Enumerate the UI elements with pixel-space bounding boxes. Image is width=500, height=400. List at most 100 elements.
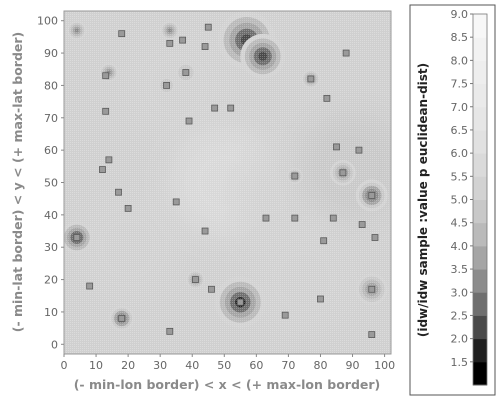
sample-marker <box>73 234 81 241</box>
colorbar-frame <box>409 4 496 396</box>
sample-marker <box>86 282 94 290</box>
colorbar-band <box>473 106 487 131</box>
colorbar-tick-label: 3.0 <box>451 286 469 299</box>
y-tick-label: 30 <box>44 241 58 254</box>
sample-marker <box>99 166 106 173</box>
colorbar-band <box>473 14 487 38</box>
x-tick-label: 0 <box>61 359 68 372</box>
colorbar-legend: 1.5 2.0 2.5 3.0 3.5 4.0 4.5 5.0 5.5 6.0 6.5 7.0 7.5 8… <box>409 4 496 396</box>
sample-marker <box>329 214 337 222</box>
x-tick-label: 10 <box>89 359 103 372</box>
sample-marker <box>291 214 299 222</box>
colorbar-ticks: 1.5 2.0 2.5 3.0 3.5 4.0 4.5 5.0 5.5 6.0 6.5 7.0 7.5 8… <box>451 8 473 369</box>
y-tick-label: 60 <box>44 144 58 157</box>
sample-marker <box>192 276 199 283</box>
sample-markers <box>73 23 379 338</box>
x-tick-label: 90 <box>346 359 360 372</box>
sample-marker <box>371 234 379 241</box>
sample-marker <box>204 23 212 31</box>
colorbar-tick-label: 9.0 <box>451 8 469 21</box>
colorbar-tick-label: 6.5 <box>451 124 469 137</box>
colorbar-band <box>473 269 487 293</box>
sample-marker <box>323 94 331 102</box>
sample-marker <box>185 117 193 125</box>
sample-marker <box>368 192 376 199</box>
sample-marker <box>342 49 350 57</box>
y-tick-label: 10 <box>44 306 58 319</box>
sample-marker <box>333 143 340 151</box>
x-tick-label: 80 <box>313 359 327 372</box>
sample-marker <box>102 72 110 80</box>
sample-marker <box>307 75 315 83</box>
colorbar-tick-label: 2.0 <box>451 333 469 346</box>
colorbar-band <box>473 83 487 108</box>
colorbar-tick-label: 5.0 <box>451 194 469 207</box>
colorbar-tick-label: 5.5 <box>451 170 469 183</box>
sample-marker <box>201 227 209 235</box>
colorbar-tick-label: 7.5 <box>451 78 469 91</box>
sample-marker <box>118 315 126 322</box>
colorbar-band <box>473 338 487 363</box>
sample-marker <box>262 214 270 222</box>
sample-marker <box>179 36 187 44</box>
sample-marker <box>124 204 132 212</box>
sample-marker <box>236 298 244 306</box>
colorbar-tick-label: 3.5 <box>451 263 469 276</box>
sample-marker <box>118 30 126 38</box>
colorbar-band <box>473 222 487 247</box>
sample-marker <box>102 107 110 115</box>
colorbar-tick-label: 7.0 <box>451 101 469 114</box>
y-tick-label: 40 <box>44 209 58 222</box>
sample-marker <box>182 69 190 76</box>
colorbar-band <box>473 153 487 177</box>
sample-marker <box>208 285 215 293</box>
sample-marker <box>166 39 174 47</box>
colorbar-band <box>473 37 487 61</box>
sample-marker <box>339 169 347 177</box>
sample-marker <box>355 146 363 154</box>
colorbar-tick-label: 8.0 <box>451 54 469 67</box>
sample-marker <box>172 198 180 206</box>
x-tick-label: 70 <box>281 359 295 372</box>
colorbar-tick-label: 1.5 <box>451 356 469 369</box>
sample-marker <box>166 327 174 335</box>
colorbar-tick-label: 2.5 <box>451 309 469 322</box>
sample-marker <box>320 237 328 245</box>
y-tick-label: 0 <box>51 338 58 351</box>
colorbar-bands <box>473 14 487 386</box>
x-tick-label: 40 <box>185 359 199 372</box>
y-tick-label: 90 <box>44 47 58 60</box>
sample-marker <box>211 104 219 112</box>
colorbar-tick-label: 8.5 <box>451 31 469 44</box>
colorbar-band <box>473 292 487 316</box>
colorbar-label: (idw/idw sample :value p euclidean-dist) <box>416 63 430 337</box>
sample-marker <box>227 104 235 112</box>
sample-marker <box>368 285 376 293</box>
y-tick-label: 50 <box>44 177 58 190</box>
sample-marker <box>281 311 289 319</box>
grid-texture <box>64 11 391 354</box>
colorbar-tick-label: 6.0 <box>451 147 469 160</box>
x-axis-label: (- min-lon border) < x < (+ max-lon bord… <box>74 377 381 392</box>
sample-marker <box>163 82 170 89</box>
colorbar-band <box>473 60 487 85</box>
colorbar-tick-label: 4.0 <box>451 240 469 253</box>
sample-marker <box>201 43 209 50</box>
y-tick-label: 80 <box>44 79 58 92</box>
colorbar-band <box>473 199 487 224</box>
sample-marker <box>358 221 366 228</box>
x-tick-label: 50 <box>217 359 231 372</box>
y-tick-label: 100 <box>37 15 58 28</box>
sample-marker <box>317 295 324 303</box>
x-tick-label: 100 <box>374 359 395 372</box>
colorbar-band <box>473 129 487 154</box>
y-tick-label: 70 <box>44 112 58 125</box>
x-tick-label: 60 <box>249 359 263 372</box>
x-tick-label: 30 <box>153 359 167 372</box>
colorbar-tick-label: 4.5 <box>451 217 469 230</box>
colorbar-band <box>473 361 487 386</box>
sample-marker <box>291 172 299 180</box>
colorbar-band <box>473 245 487 270</box>
colorbar-band <box>473 176 487 200</box>
